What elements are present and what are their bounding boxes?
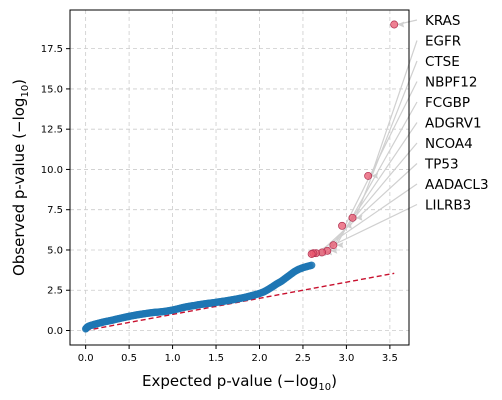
highlight-point-lilrb3: [307, 250, 316, 258]
y-tick-label: 5.0: [47, 245, 63, 256]
background-points: [81, 261, 316, 333]
x-tick-label: 1.0: [165, 353, 181, 364]
y-tick-label: 7.5: [47, 205, 63, 216]
gene-labels: KRAS EGFR CTSE NBPF12 FCGBP ADGRV1 NCOA4 TP53 AA…: [424, 13, 489, 214]
highlight-point-nbpf12: [338, 221, 347, 230]
leader-line: [344, 81, 418, 227]
x-tick-label: 2.5: [295, 353, 311, 364]
highlight-point-egfr: [364, 171, 373, 180]
gene-label-egfr: EGFR: [425, 34, 461, 50]
x-axis-title: Expected p-value (−log10): [142, 372, 337, 393]
x-axis-ticks: 0.0 0.5 1.0 1.5 2.0 2.5 3.0 3.5: [78, 345, 398, 364]
gene-label-tp53: TP53: [424, 157, 459, 173]
x-tick-label: 3.0: [338, 353, 354, 364]
grid-lines: [70, 10, 409, 345]
gene-label-lilrb3: LILRB3: [425, 198, 471, 214]
y-tick-label: 2.5: [47, 286, 63, 297]
plot-frame: [69, 9, 410, 346]
gene-label-adgrv1: ADGRV1: [425, 116, 482, 132]
gene-label-aadacl3: AADACL3: [425, 177, 489, 193]
x-tick-label: 1.5: [208, 353, 224, 364]
y-tick-label: 12.5: [41, 125, 63, 136]
data-point: [307, 261, 316, 269]
y-axis-title: Observed p-value (−log10): [10, 79, 31, 276]
gene-label-kras: KRAS: [425, 13, 461, 29]
leader-line: [354, 60, 418, 218]
leader-arrowhead: [397, 21, 405, 28]
x-axis-title-sub: 10: [318, 382, 331, 393]
x-tick-label: 0.5: [121, 353, 137, 364]
leader-line: [318, 163, 418, 254]
gene-label-fcgbp: FCGBP: [425, 95, 470, 111]
y-axis-title-sub: 10: [20, 85, 31, 98]
highlighted-points: [307, 20, 399, 258]
leader-line: [324, 142, 418, 253]
x-tick-label: 3.5: [382, 353, 398, 364]
y-axis-title-main: Observed p-value (−log: [10, 98, 28, 277]
leader-lines: [314, 19, 418, 258]
gene-label-ncoa4: NCOA4: [425, 136, 473, 152]
y-tick-label: 0.0: [47, 326, 63, 337]
y-tick-label: 17.5: [41, 44, 63, 55]
x-tick-label: 0.0: [78, 353, 94, 364]
gene-label-nbpf12: NBPF12: [425, 75, 477, 91]
x-tick-label: 2.0: [252, 353, 268, 364]
leader-arrowhead: [330, 247, 338, 254]
y-tick-label: 10.0: [41, 165, 63, 176]
highlight-point-fcgbp: [329, 241, 338, 250]
leader-arrowhead: [355, 214, 363, 221]
y-axis-ticks: 0.0 2.5 5.0 7.5 10.0 12.5 15.0 17.5: [41, 44, 70, 337]
x-axis-title-end: ): [331, 372, 337, 390]
highlight-point-ctse: [348, 213, 357, 222]
y-axis-title-end: ): [10, 79, 28, 85]
leader-arrowhead: [336, 242, 344, 249]
y-tick-label: 15.0: [41, 84, 63, 95]
gene-label-ctse: CTSE: [425, 54, 460, 70]
x-axis-title-main: Expected p-value (−log: [142, 372, 318, 390]
highlight-point-kras: [390, 20, 399, 29]
